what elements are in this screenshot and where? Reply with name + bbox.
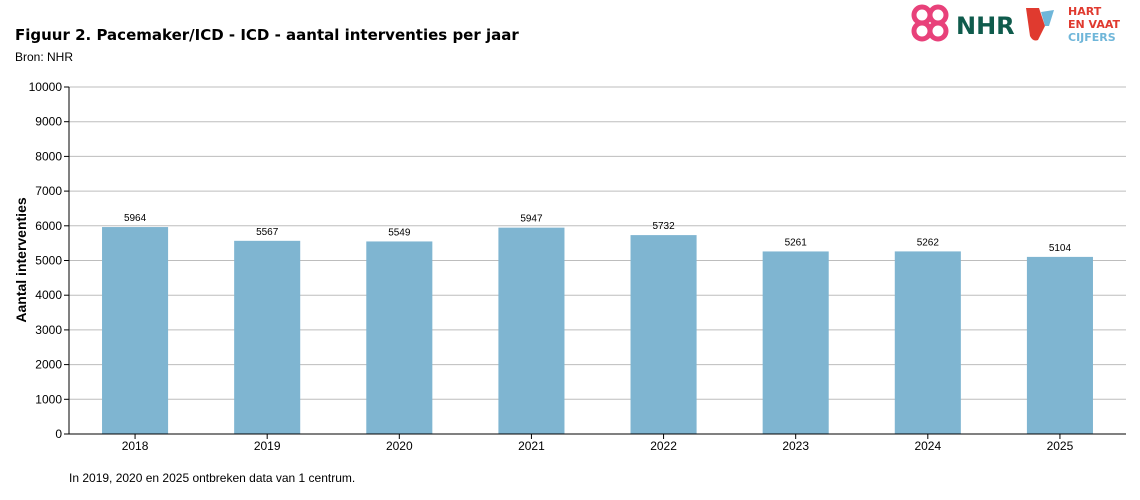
y-tick-label: 0 xyxy=(55,427,62,441)
x-tick-label: 2018 xyxy=(122,439,149,453)
footnote: In 2019, 2020 en 2025 ontbreken data van… xyxy=(69,471,356,485)
y-axis-title: Aantal interventies xyxy=(13,197,29,322)
y-tick-label: 4000 xyxy=(35,288,62,302)
x-tick-label: 2022 xyxy=(650,439,677,453)
x-tick-label: 2019 xyxy=(254,439,281,453)
bar-2023 xyxy=(762,251,829,434)
x-tick-label: 2024 xyxy=(914,439,941,453)
data-label: 5964 xyxy=(124,213,147,224)
y-tick-label: 6000 xyxy=(35,219,62,233)
axes xyxy=(64,86,1126,439)
data-label: 5104 xyxy=(1049,243,1072,254)
chart-subtitle: Bron: NHR xyxy=(15,50,74,64)
y-tick-label: 10000 xyxy=(29,80,63,94)
x-tick-label: 2020 xyxy=(386,439,413,453)
bar-2025 xyxy=(1026,256,1093,434)
x-tick-label: 2023 xyxy=(782,439,809,453)
y-tick-label: 3000 xyxy=(35,323,62,337)
bar-2019 xyxy=(234,240,301,434)
hart-logo-line2: EN VAAT xyxy=(1068,18,1120,31)
bar-2021 xyxy=(498,227,565,434)
y-tick-label: 5000 xyxy=(35,254,62,268)
y-tick-label: 9000 xyxy=(35,115,62,129)
nhr-logo: NHR xyxy=(911,4,1015,42)
y-tick-label: 2000 xyxy=(35,358,62,372)
y-tick-label: 1000 xyxy=(35,392,62,406)
data-label: 5549 xyxy=(388,227,411,238)
data-label: 5567 xyxy=(256,227,279,238)
data-label: 5261 xyxy=(785,237,808,248)
nhr-logo-text: NHR xyxy=(956,12,1015,40)
x-tick-label: 2025 xyxy=(1047,439,1074,453)
nhr-heart-icon xyxy=(911,4,949,42)
bar-2022 xyxy=(630,235,697,434)
x-tick-label: 2021 xyxy=(518,439,545,453)
chart-title: Figuur 2. Pacemaker/ICD - ICD - aantal i… xyxy=(15,26,519,44)
hart-en-vaat-cijfers-logo: HART EN VAAT CIJFERS xyxy=(1026,5,1120,44)
y-tick-label: 7000 xyxy=(35,184,62,198)
hart-logo-line3: CIJFERS xyxy=(1068,31,1116,44)
gridlines xyxy=(69,86,1126,400)
data-label: 5732 xyxy=(652,221,675,232)
bar-2024 xyxy=(894,251,961,434)
data-label: 5947 xyxy=(520,214,543,225)
bar-2018 xyxy=(102,227,169,434)
labels: 0 1000 2000 3000 4000 5000 6000 7000 8000 9000 100… xyxy=(29,80,1074,453)
logos: NHR HART EN VAAT CIJFERS xyxy=(911,4,1120,44)
bar-2020 xyxy=(366,241,433,434)
hart-drop-icon xyxy=(1026,8,1045,41)
hart-logo-line1: HART xyxy=(1068,5,1102,18)
bars xyxy=(102,227,1093,434)
y-tick-label: 8000 xyxy=(35,149,62,163)
data-label: 5262 xyxy=(917,237,940,248)
